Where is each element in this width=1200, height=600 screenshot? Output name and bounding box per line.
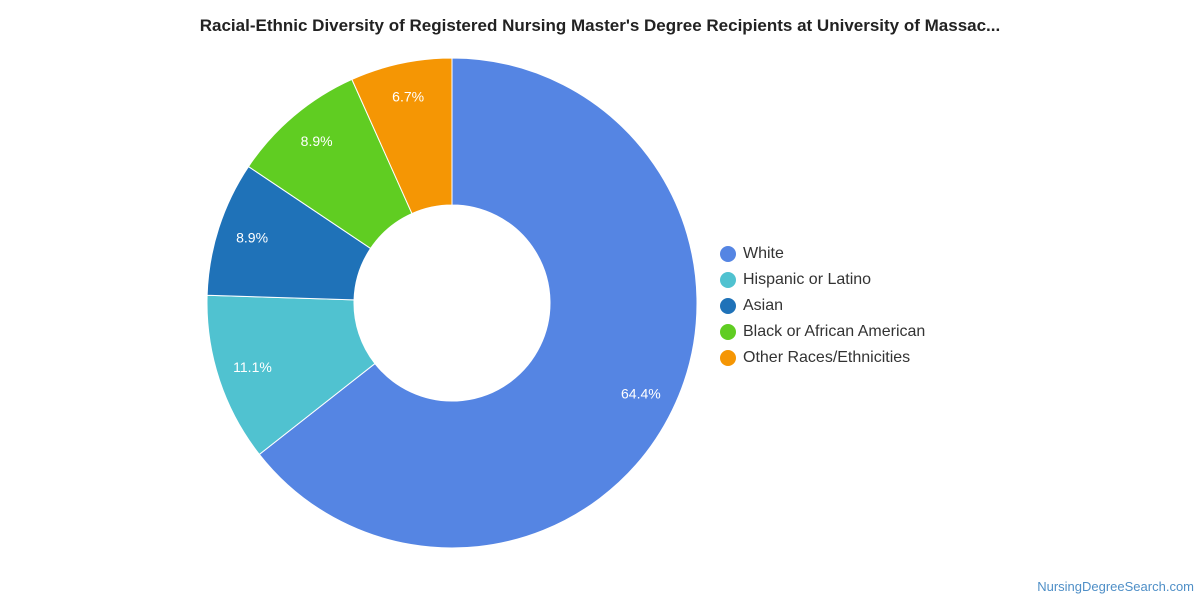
site-credit-link[interactable]: NursingDegreeSearch.com [1037,579,1194,594]
slice-label-1: 11.1% [233,359,272,375]
slice-label-4: 6.7% [392,88,424,104]
legend-item: Hispanic or Latino [720,267,925,293]
legend-label: Other Races/Ethnicities [743,349,911,366]
slice-label-2: 8.9% [236,229,268,245]
chart-title: Racial-Ethnic Diversity of Registered Nu… [199,16,1001,35]
legend-swatch [720,324,736,340]
legend-item: White [720,241,925,267]
legend-swatch [720,246,736,262]
slice-label-3: 8.9% [301,133,333,149]
slice-hispanic-or-latino [206,294,376,456]
legend-label: White [743,245,784,262]
slice-labels: 64.4% 11.1% 8.9% 8.9% 6.7% [233,88,661,401]
donut-slices [206,57,698,549]
legend-item: Asian [720,293,925,319]
legend-swatch [720,350,736,366]
slice-white [258,57,698,549]
legend-label: Asian [743,297,784,314]
legend-label: Hispanic or Latino [743,271,872,288]
legend-item: Other Races/Ethnicities [720,345,925,371]
slice-label-0: 64.4% [621,385,661,401]
slice-other-races-ethnicities [351,57,453,215]
legend-swatch [720,272,736,288]
legend-label: Black or African American [743,323,926,340]
legend-swatch [720,298,736,314]
legend-item: Black or African American [720,319,925,345]
chart-legend: White Hispanic or Latino Asian Black or Afr… [720,241,925,371]
